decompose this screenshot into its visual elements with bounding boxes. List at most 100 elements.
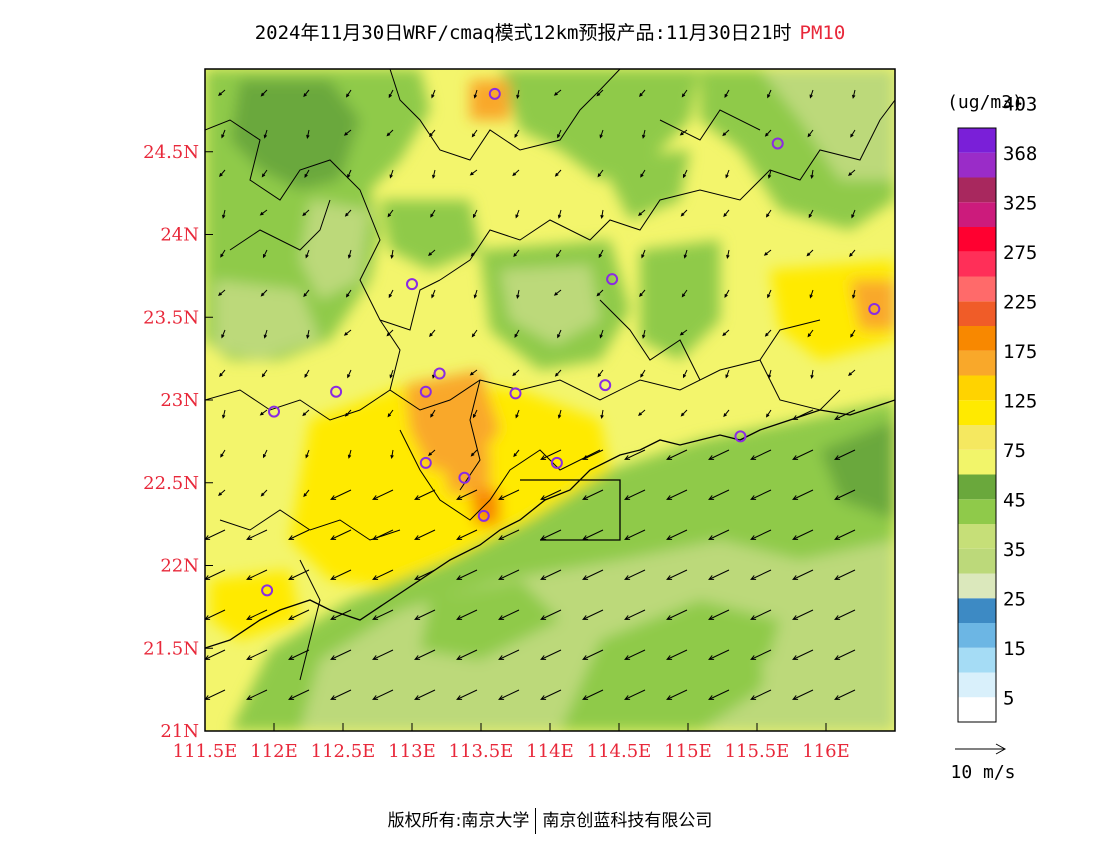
wind-arrow (666, 569, 688, 580)
wind-arrow (708, 609, 730, 620)
wind-arrow (809, 89, 814, 99)
wind-arrow (220, 449, 226, 458)
wind-arrow (750, 689, 772, 700)
wind-arrow (345, 89, 352, 98)
wind-arrow (498, 569, 520, 580)
colorbar-swatch (958, 152, 996, 178)
lat-tick-label: 23.5N (143, 307, 199, 328)
wind-arrow (456, 489, 478, 500)
wind-arrow (597, 369, 604, 378)
map-title: 2024年11月30日WRF/cmaq模式12km预报产品:11月30日21时 P… (0, 18, 1100, 45)
station-marker (599, 379, 612, 392)
wind-arrow (679, 129, 688, 136)
wind-arrow (750, 489, 772, 500)
wind-arrow (582, 489, 604, 500)
wind-arrow (263, 329, 268, 339)
wind-arrow (834, 569, 856, 580)
wind-arrow (624, 449, 646, 460)
wind-arrow (807, 329, 814, 338)
wind-arrow (246, 609, 268, 620)
wind-arrow (306, 129, 310, 139)
wind-arrow (597, 169, 604, 178)
wind-arrow (513, 249, 520, 258)
station-marker (868, 302, 881, 315)
wind-arrow (809, 289, 814, 299)
wind-arrow (792, 609, 814, 620)
lon-tick-label: 116E (802, 741, 850, 762)
wind-arrow (750, 649, 772, 660)
wind-arrow (456, 609, 478, 620)
wind-arrow (540, 489, 562, 500)
copyright-footer: 版权所有:南京大学 南京创蓝科技有限公司 (0, 806, 1100, 834)
colorbar-swatch (958, 697, 996, 722)
wind-arrow (849, 249, 856, 257)
wind-arrow (792, 569, 814, 580)
wind-arrow (764, 329, 772, 337)
colorbar-label: 325 (1003, 192, 1037, 214)
wind-arrow (642, 129, 646, 139)
wind-arrow (666, 609, 688, 620)
wind-arrow (666, 529, 688, 540)
lat-tick-label: 23N (160, 390, 199, 411)
wind-arrow (638, 209, 646, 216)
lat-tick-label: 24.5N (143, 142, 199, 163)
station-marker (550, 456, 563, 469)
wind-arrow (372, 489, 394, 500)
wind-arrow (723, 409, 730, 418)
wind-arrow (414, 529, 436, 540)
wind-arrow (722, 329, 730, 337)
station-marker (509, 387, 522, 400)
colorbar-label: 15 (1003, 638, 1026, 660)
footer-divider (535, 808, 537, 834)
wind-arrow (553, 89, 562, 96)
wind-arrow (428, 449, 436, 456)
wind-arrow (219, 369, 226, 377)
lon-tick-label: 111.5E (173, 741, 238, 762)
colorbar-swatch (958, 177, 996, 203)
title-variable: PM10 (799, 22, 846, 44)
wind-arrow (219, 169, 226, 177)
wind-arrow (473, 89, 478, 99)
wind-arrow (600, 209, 604, 220)
monitoring-stations (261, 87, 881, 597)
wind-arrow (473, 289, 478, 299)
wind-arrow (513, 449, 520, 458)
wind-arrow (540, 649, 562, 660)
wind-arrow (554, 369, 562, 377)
wind-arrow (540, 609, 562, 620)
wind-arrow (514, 129, 520, 138)
wind-arrow (429, 129, 436, 137)
wind-arrow (259, 209, 268, 216)
wind-arrow (750, 609, 772, 620)
colorbar-label: 45 (1003, 489, 1026, 511)
wind-arrow (428, 249, 436, 256)
wind-arrow (246, 529, 268, 540)
wind-arrow (792, 409, 814, 420)
colorbar-label: 35 (1003, 539, 1026, 561)
wind-arrow (260, 289, 268, 297)
wind-arrow (288, 529, 310, 540)
lon-tick-label: 112.5E (311, 741, 376, 762)
wind-arrow (850, 129, 856, 138)
colorbar-label: 5 (1003, 687, 1014, 709)
wind-arrow (330, 489, 352, 500)
wind-arrow (767, 289, 772, 299)
wind-arrow (540, 569, 562, 580)
latitude-axis: 24.5N 24N 23.5N 23N 22.5N 22N 21.5N 21N (143, 142, 213, 742)
wind-arrow (330, 689, 352, 700)
station-marker (734, 430, 747, 443)
lat-tick-label: 24N (160, 225, 199, 246)
coastline (205, 399, 895, 649)
wind-arrow (429, 329, 436, 337)
wind-arrow (540, 449, 562, 460)
longitude-axis: 111.5E 112E 112.5E 113E 113.5E 114E 114.5E 115E… (173, 723, 850, 762)
wind-arrow (792, 649, 814, 660)
wind-arrow (765, 409, 772, 418)
wind-arrow (640, 369, 646, 378)
wind-arrow (624, 569, 646, 580)
lon-tick-label: 115E (664, 741, 712, 762)
wind-arrow (582, 689, 604, 700)
colorbar-swatch (958, 400, 996, 425)
wind-arrow (344, 409, 352, 417)
